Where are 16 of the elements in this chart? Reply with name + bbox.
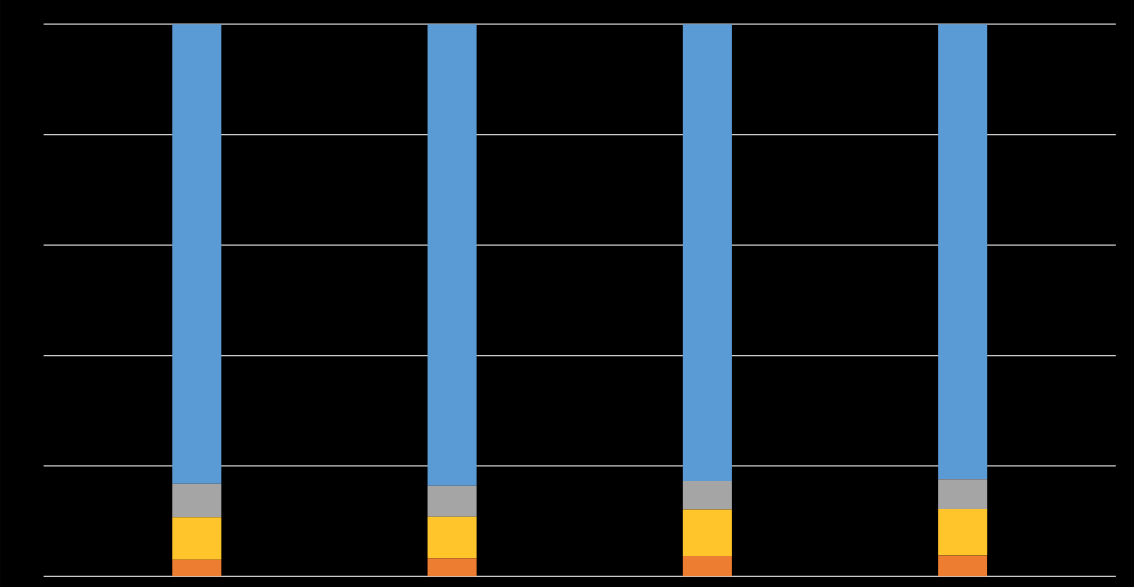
bar	[172, 517, 222, 560]
bar	[938, 479, 988, 509]
bar	[172, 483, 222, 518]
bar	[682, 555, 732, 577]
bar	[427, 558, 477, 577]
bar	[427, 516, 477, 559]
bar	[427, 23, 477, 486]
bar	[427, 485, 477, 517]
bar	[682, 480, 732, 510]
bar	[172, 23, 222, 484]
bar	[938, 23, 988, 480]
bar	[938, 508, 988, 556]
bar	[172, 559, 222, 577]
bar	[938, 555, 988, 577]
bar	[682, 23, 732, 481]
bar	[682, 509, 732, 556]
